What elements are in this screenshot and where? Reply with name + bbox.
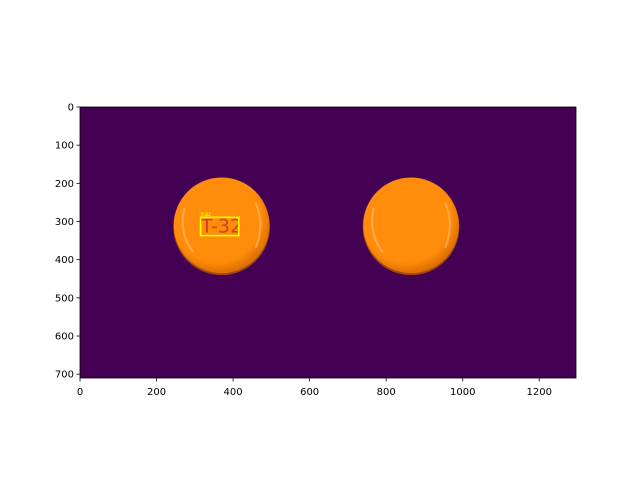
pill-2: [362, 177, 460, 276]
pill-1-highlight-left: [181, 207, 195, 253]
x-tick-label: 400: [224, 387, 243, 398]
x-tick-label: 0: [77, 387, 83, 398]
axes-frame: [79, 106, 577, 379]
x-tick-label: 200: [147, 387, 166, 398]
y-tick-label: 400: [55, 255, 74, 266]
pill-1-body: [173, 177, 270, 274]
image-background: [80, 107, 576, 378]
pill-1-imprint: T-32: [200, 215, 242, 237]
pill-1-detection-label: T-32: [201, 212, 212, 218]
pill-1-detection-box: [199, 216, 240, 237]
pill-1-highlight-right: [255, 202, 262, 248]
x-tick-label: 1000: [450, 387, 475, 398]
pill-2-body: [363, 177, 459, 274]
y-tick-label: 600: [55, 332, 74, 343]
pill-1: T-32T-32: [173, 177, 270, 276]
y-tick-label: 700: [55, 370, 74, 381]
x-tick-label: 600: [300, 387, 319, 398]
y-tick-label: 500: [55, 293, 74, 304]
x-tick-label: 800: [377, 387, 396, 398]
x-tick-label: 1200: [527, 387, 552, 398]
pill-2-highlight-left: [371, 207, 384, 253]
y-tick-label: 100: [55, 141, 74, 152]
y-tick-label: 0: [68, 103, 74, 114]
pill-2-highlight-right: [444, 202, 451, 248]
y-tick-label: 300: [55, 217, 74, 228]
y-tick-label: 200: [55, 179, 74, 190]
